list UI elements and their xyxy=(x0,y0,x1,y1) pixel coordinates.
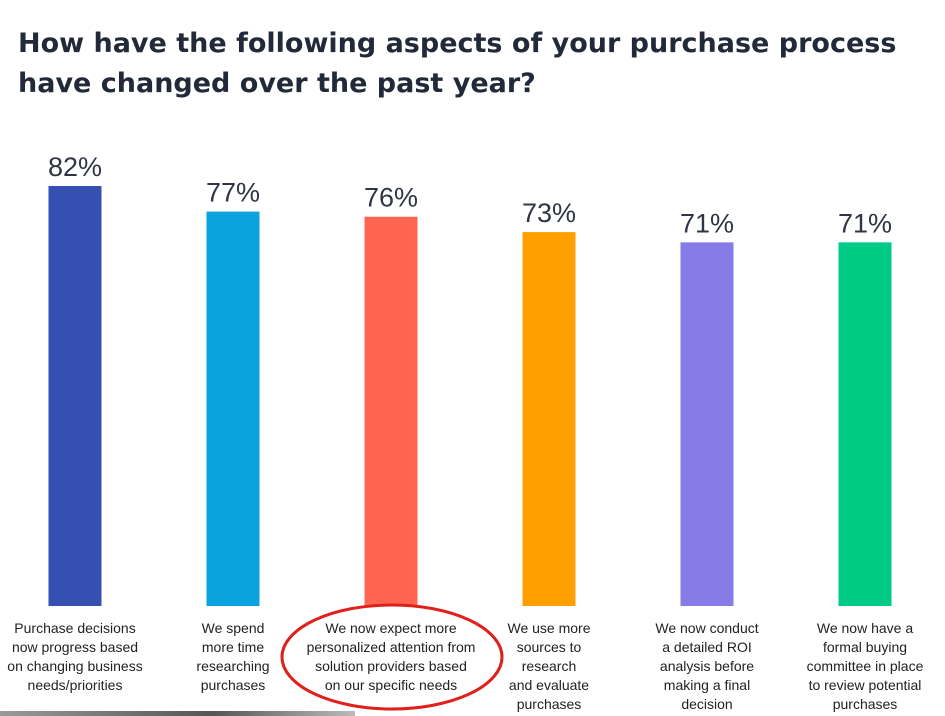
value-label-1: 82% xyxy=(48,152,102,182)
category-label-line: sources to xyxy=(517,639,582,655)
category-label-line: more time xyxy=(202,639,264,655)
category-label-line: purchases xyxy=(833,696,898,712)
highlight-layer xyxy=(280,603,504,711)
category-label-line: personalized attention from xyxy=(307,639,476,655)
category-label-line: We spend xyxy=(202,620,265,636)
value-label-6: 71% xyxy=(838,208,892,238)
category-label-line: to review potential xyxy=(809,677,922,693)
category-label-line: solution providers based xyxy=(315,658,467,674)
category-label-2: We spend more time researching purchases xyxy=(196,620,269,693)
category-label-line: Purchase decisions xyxy=(14,620,135,636)
category-label-line: decision xyxy=(681,696,732,712)
highlight-circle xyxy=(280,603,504,711)
category-label-line: analysis before xyxy=(660,658,754,674)
category-label-5: We now conduct a detailed ROI analysis bef… xyxy=(655,620,758,712)
category-label-line: purchases xyxy=(517,696,582,712)
category-label-line: We use more xyxy=(508,620,591,636)
bar-4 xyxy=(522,232,576,606)
category-label-line: needs/priorities xyxy=(28,677,123,693)
chart-title: How have the following aspects of your p… xyxy=(18,28,897,99)
category-labels-layer: Purchase decisions now progress based on c… xyxy=(7,620,923,712)
category-label-line: committee in place xyxy=(807,658,924,674)
bar-2 xyxy=(206,211,260,607)
value-label-5: 71% xyxy=(680,208,734,238)
category-label-line: now progress based xyxy=(12,639,138,655)
category-label-line: We now conduct xyxy=(655,620,758,636)
category-label-line: We now expect more xyxy=(325,620,456,636)
category-label-line: research xyxy=(522,658,576,674)
category-label-line: and evaluate xyxy=(509,677,589,693)
category-label-line: formal buying xyxy=(823,639,907,655)
category-label-4: We use more sources to research and evaluat… xyxy=(508,620,591,712)
bar-3 xyxy=(364,216,418,607)
category-label-line: We now have a xyxy=(817,620,913,636)
category-label-6: We now have a formal buying committee in p… xyxy=(807,620,924,712)
category-label-line: purchases xyxy=(201,677,266,693)
category-label-line: a detailed ROI xyxy=(662,639,752,655)
category-label-line: on changing business xyxy=(7,658,142,674)
bottom-edge-strip xyxy=(0,711,355,716)
category-label-line: researching xyxy=(196,658,269,674)
category-label-line: making a final xyxy=(664,677,750,693)
category-label-3: We now expect more personalized attention… xyxy=(307,620,476,693)
value-label-4: 73% xyxy=(522,198,576,228)
category-label-1: Purchase decisions now progress based on c… xyxy=(7,620,142,693)
bar-5 xyxy=(680,242,734,606)
bars-layer xyxy=(48,186,892,607)
value-label-2: 77% xyxy=(206,178,260,208)
bar-1 xyxy=(48,186,102,606)
value-labels-layer: 82% 77% 76% 73% 71% 71% xyxy=(48,152,892,238)
category-label-line: on our specific needs xyxy=(325,677,457,693)
bar-6 xyxy=(838,242,892,606)
value-label-3: 76% xyxy=(364,183,418,213)
